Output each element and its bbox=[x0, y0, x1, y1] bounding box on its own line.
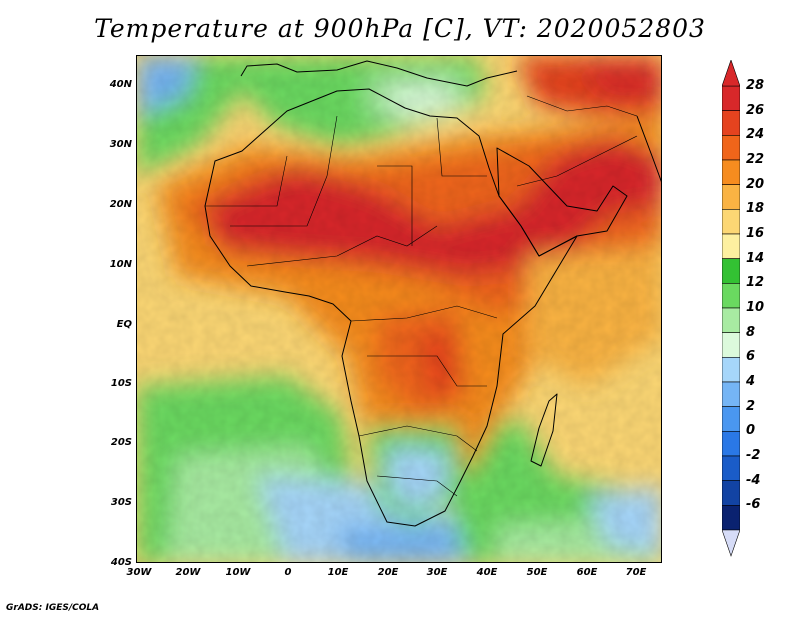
colorbar-label: 26 bbox=[746, 102, 765, 118]
colorbar-label: 0 bbox=[746, 423, 756, 439]
lat-label: 40N bbox=[109, 79, 132, 90]
colorbar-label: 12 bbox=[746, 275, 765, 291]
colorbar-cell bbox=[722, 209, 740, 235]
lon-label: 30E bbox=[426, 567, 448, 578]
lat-label: EQ bbox=[116, 319, 132, 330]
lon-label: 10E bbox=[327, 567, 349, 578]
lat-label: 20N bbox=[109, 199, 132, 210]
lat-label: 10S bbox=[110, 378, 132, 389]
colorbar-cell bbox=[722, 110, 740, 136]
colorbar-cell bbox=[722, 307, 740, 333]
colorbar-label: 10 bbox=[746, 300, 765, 315]
colorbar-cell bbox=[722, 159, 740, 185]
colorbar-label: -2 bbox=[746, 448, 761, 463]
lon-label: 20W bbox=[175, 567, 201, 578]
credit-text: GrADS: IGES/COLA bbox=[6, 603, 100, 613]
lon-label: 50E bbox=[526, 567, 548, 578]
coastlines bbox=[204, 60, 661, 527]
lat-label: 10N bbox=[109, 259, 132, 270]
colorbar-cell bbox=[722, 233, 740, 259]
colorbar-cell bbox=[722, 431, 740, 457]
lon-label: 0 bbox=[284, 567, 292, 578]
colorbar-label: 6 bbox=[746, 349, 756, 365]
map-svg bbox=[137, 56, 661, 562]
lat-label: 40S bbox=[110, 557, 132, 568]
chart-title: Temperature at 900hPa [C], VT: 202005280… bbox=[94, 14, 706, 43]
colorbar-cell bbox=[722, 283, 740, 309]
colorbar-label: 24 bbox=[746, 127, 765, 143]
colorbar-label: -6 bbox=[746, 497, 761, 513]
colorbar-cell bbox=[722, 258, 740, 284]
colorbar-cell bbox=[722, 406, 740, 432]
colorbar-label: 20 bbox=[746, 176, 765, 192]
lon-label: 70E bbox=[625, 567, 647, 578]
borders bbox=[205, 95, 638, 497]
colorbar-label: 2 bbox=[746, 398, 756, 414]
colorbar-cell bbox=[722, 505, 740, 531]
temperature-map bbox=[136, 55, 662, 563]
colorbar-cells bbox=[722, 85, 740, 531]
colorbar-cell bbox=[722, 184, 740, 210]
colorbar-label: 28 bbox=[746, 78, 765, 93]
colorbar-cell bbox=[722, 381, 740, 407]
colorbar-label: 4 bbox=[746, 374, 756, 389]
colorbar-cell bbox=[722, 135, 740, 161]
lat-label: 30N bbox=[109, 139, 132, 150]
temperature-field bbox=[137, 56, 661, 562]
colorbar-cell bbox=[722, 357, 740, 383]
colorbar-bottom-arrow bbox=[722, 529, 740, 557]
lat-label: 30S bbox=[110, 497, 132, 508]
colorbar-top-arrow bbox=[722, 60, 740, 87]
lon-label: 40E bbox=[476, 567, 498, 578]
lon-label: 60E bbox=[576, 567, 598, 578]
colorbar-cell bbox=[722, 332, 740, 358]
colorbar-label: 14 bbox=[746, 250, 765, 266]
colorbar-label: 18 bbox=[746, 201, 765, 217]
lat-label: 20S bbox=[110, 437, 132, 448]
colorbar-cell bbox=[722, 85, 740, 111]
lon-label: 20E bbox=[377, 567, 399, 578]
colorbar-cell bbox=[722, 480, 740, 506]
colorbar bbox=[722, 60, 740, 557]
colorbar-label: 16 bbox=[746, 226, 765, 241]
colorbar-label: -4 bbox=[746, 472, 761, 488]
colorbar-label: 22 bbox=[746, 152, 765, 167]
lon-label: 10W bbox=[225, 567, 251, 578]
colorbar-label: 8 bbox=[746, 324, 756, 340]
lon-label: 30W bbox=[126, 567, 152, 578]
colorbar-cell bbox=[722, 455, 740, 481]
